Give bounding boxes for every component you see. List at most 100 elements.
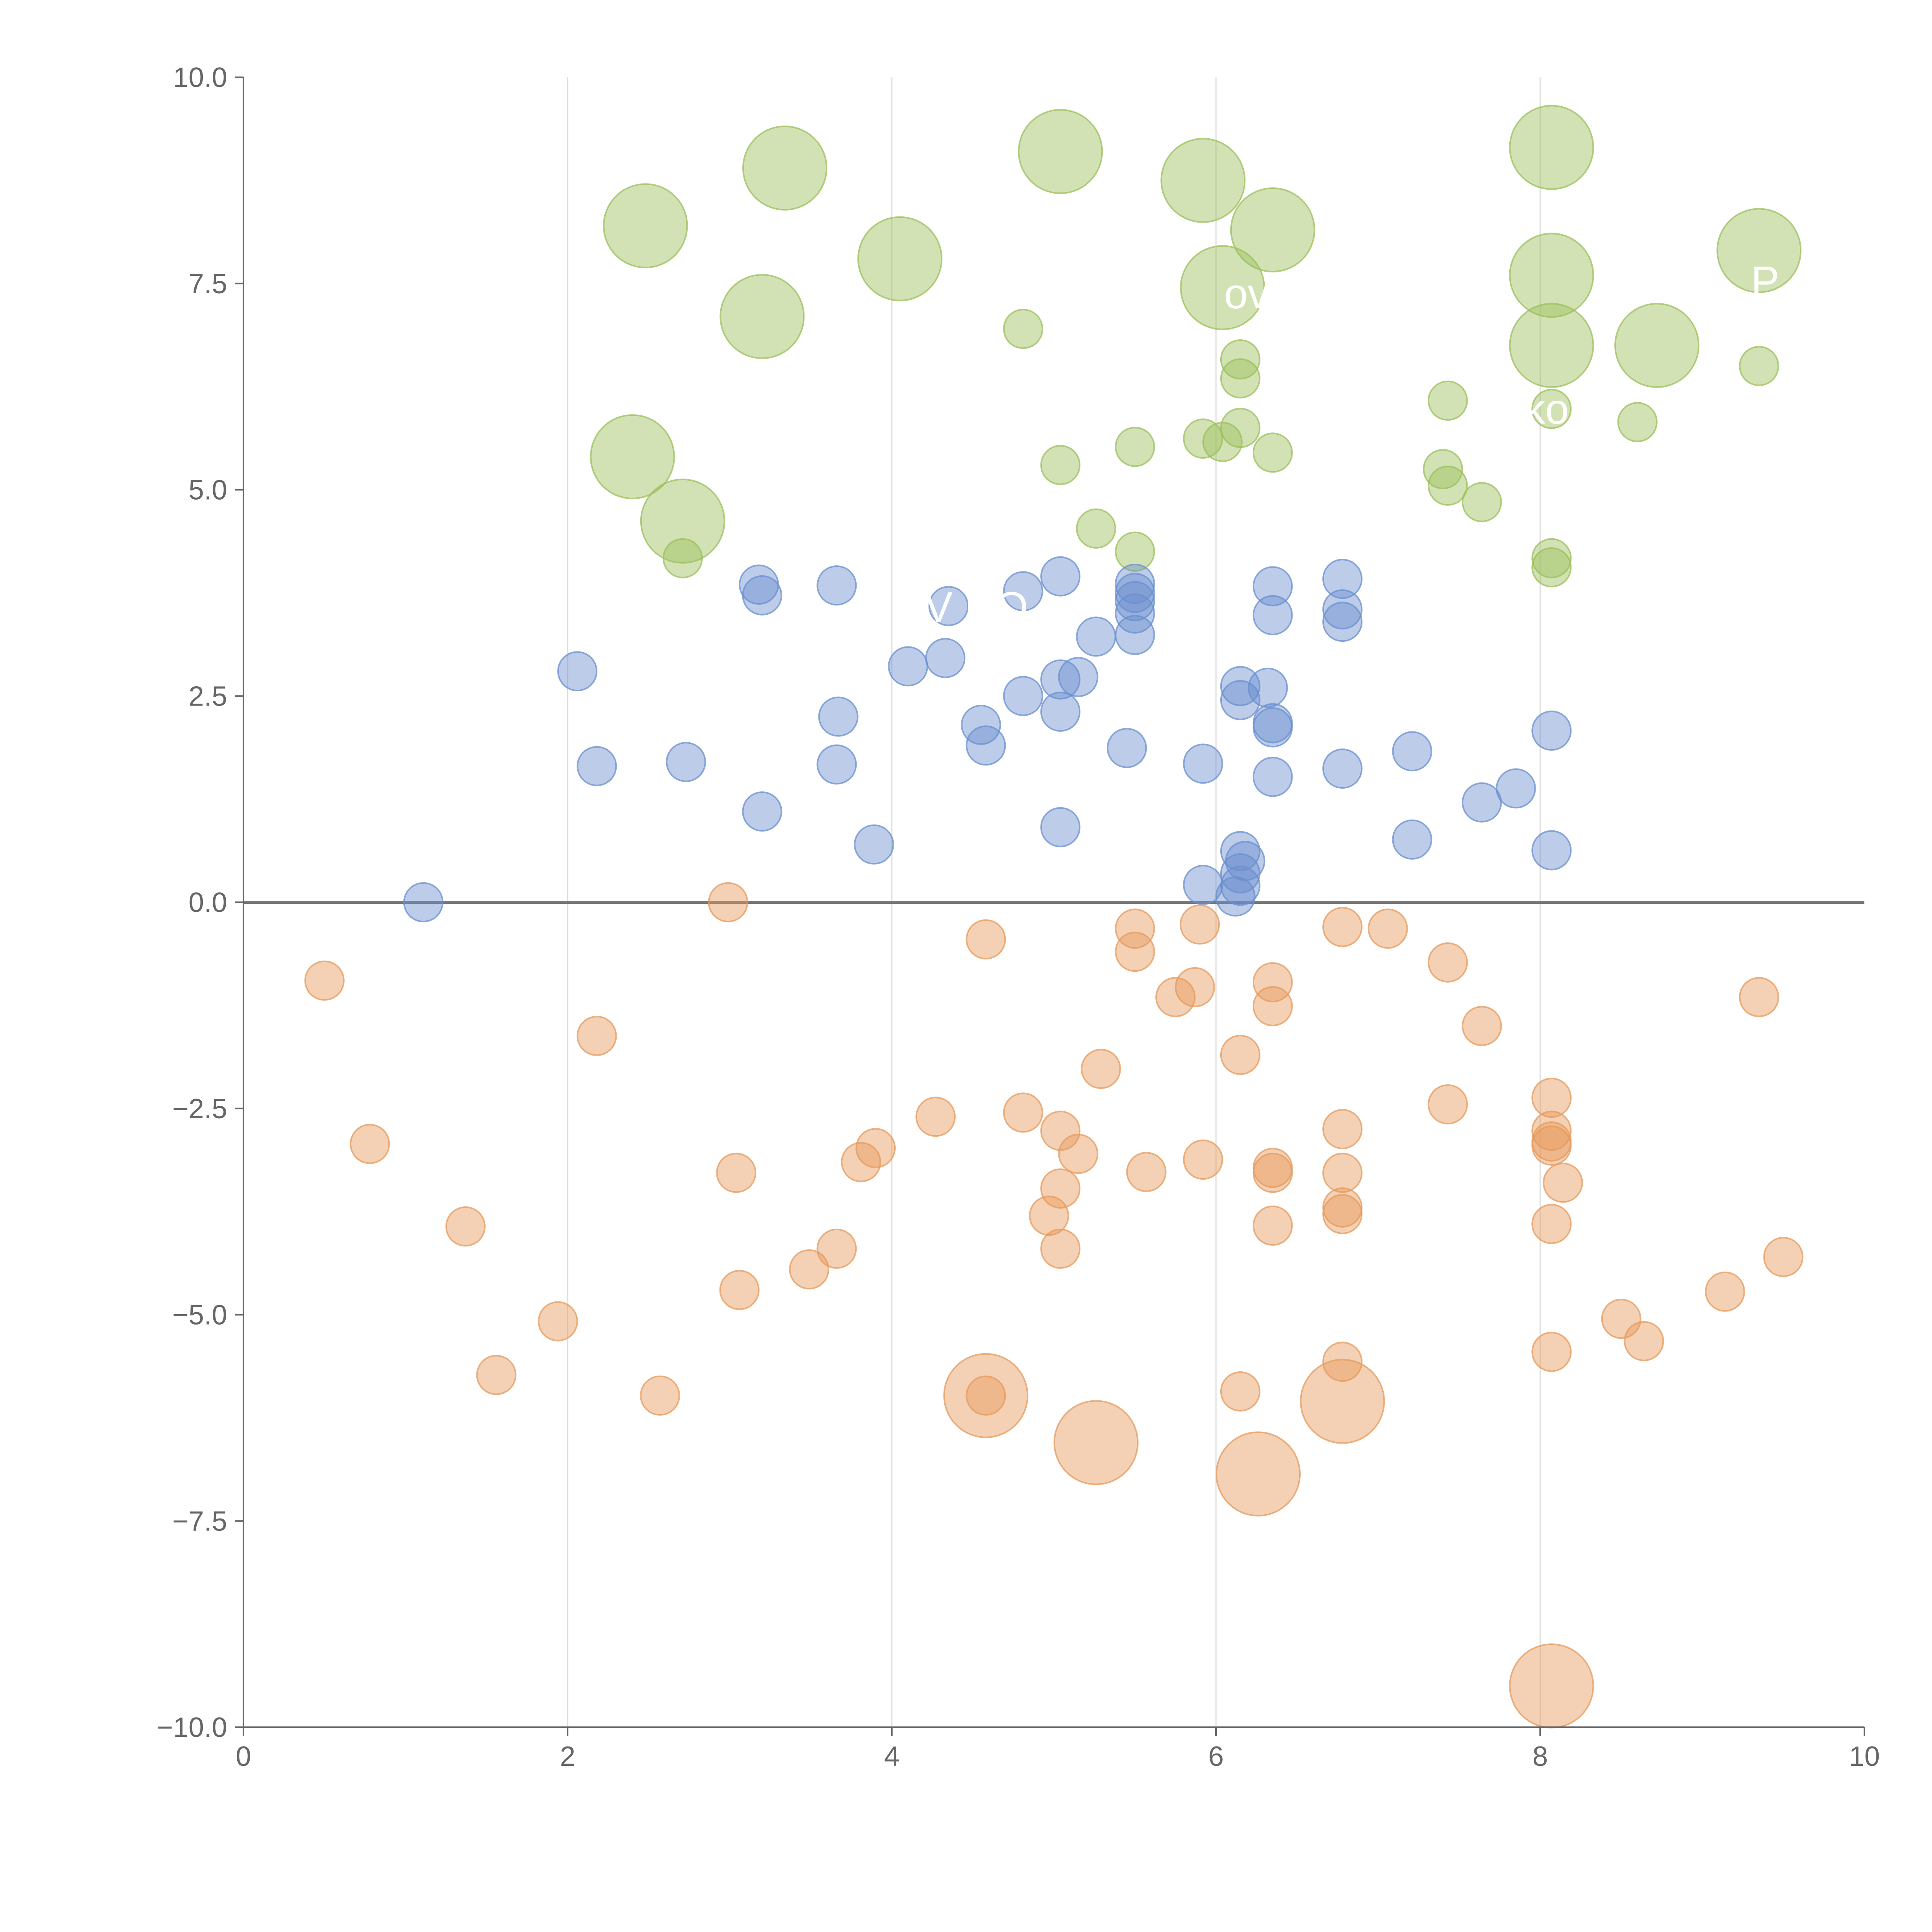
blue-point <box>1225 841 1265 881</box>
blue-point <box>818 696 859 737</box>
green-point <box>662 538 703 578</box>
blue-point <box>1220 680 1260 720</box>
orange-point <box>716 1153 757 1193</box>
green-point <box>1461 482 1502 522</box>
green-point <box>1509 105 1594 190</box>
blue-point <box>816 565 857 606</box>
blue-point <box>1115 573 1155 613</box>
orange-point <box>1461 1006 1502 1046</box>
x-tick-label: 8 <box>1532 1741 1548 1772</box>
annotations: ovi Pko V HO <box>924 258 1779 631</box>
blue-point <box>577 746 617 786</box>
blue-point <box>1252 595 1293 636</box>
orange-point <box>1322 907 1363 947</box>
blue-point <box>961 704 1001 745</box>
orange-point <box>1115 908 1155 949</box>
blue-point <box>557 651 598 692</box>
y-tick-label: 7.5 <box>189 269 227 299</box>
green-point <box>1531 538 1572 578</box>
y-tick-label: −10.0 <box>157 1712 227 1743</box>
blue-point <box>1058 657 1099 697</box>
orange-point <box>966 919 1006 960</box>
green-point <box>1617 402 1658 442</box>
annotation-label: P <box>1751 258 1779 305</box>
orange-point <box>1427 1084 1468 1125</box>
axes: 0 2 4 6 8 10 10.0 7.5 5.0 2.5 0.0 −2.5 −5.0 −7.5 −10.0 <box>157 62 1880 1772</box>
green-point <box>1220 358 1260 399</box>
blue-point <box>1003 571 1043 612</box>
orange-point <box>350 1124 390 1164</box>
green-point <box>1115 531 1155 572</box>
orange-point <box>1531 1111 1572 1151</box>
x-tick-label: 2 <box>560 1741 575 1772</box>
orange-point <box>1531 1204 1572 1244</box>
orange-point <box>915 1097 956 1137</box>
green-point <box>1427 380 1468 421</box>
orange-point <box>1053 1400 1139 1485</box>
orange-point <box>1531 1077 1572 1118</box>
orange-point <box>1705 1271 1745 1312</box>
green-point <box>1739 346 1779 386</box>
green-point <box>1614 303 1700 388</box>
blue-point <box>1183 865 1223 905</box>
orange-point <box>1252 1153 1293 1193</box>
orange-point <box>1040 1228 1081 1269</box>
blue-point <box>1115 593 1155 634</box>
orange-point <box>1180 904 1220 945</box>
blue-point <box>1252 566 1293 607</box>
orange-point <box>1322 1153 1363 1193</box>
orange-point <box>1216 1431 1301 1517</box>
orange-point <box>1252 1205 1293 1246</box>
green-point <box>1202 422 1243 462</box>
orange-point <box>1763 1237 1804 1277</box>
blue-point <box>1322 748 1363 789</box>
orange-point <box>719 1270 760 1310</box>
orange-point <box>841 1142 881 1182</box>
orange-point <box>445 1206 486 1247</box>
blue-point <box>1322 589 1363 630</box>
green-point <box>1423 449 1463 490</box>
orange-point <box>708 882 748 922</box>
orange-point <box>855 1128 896 1168</box>
orange-point <box>1220 1371 1260 1412</box>
orange-point <box>1003 1092 1043 1133</box>
orange-point <box>943 1353 1029 1438</box>
blue-point <box>1003 676 1043 716</box>
green-point <box>1531 389 1572 429</box>
blue-point <box>1461 782 1502 823</box>
orange-point <box>1081 1049 1121 1089</box>
green-point <box>1427 465 1468 506</box>
blue-point <box>1531 830 1572 871</box>
blue-point <box>1115 563 1155 604</box>
blue-point <box>854 824 894 865</box>
blue-point <box>1040 691 1081 732</box>
blue-point <box>1531 710 1572 751</box>
data-points <box>304 105 1804 1729</box>
green-point <box>603 183 688 269</box>
green-point <box>1531 547 1572 588</box>
orange-point <box>1300 1359 1385 1444</box>
annotation-label: V HO <box>924 583 1028 631</box>
orange-point <box>1509 1643 1594 1729</box>
orange-point <box>476 1355 517 1395</box>
blue-point <box>1496 768 1536 809</box>
green-point <box>857 216 942 301</box>
blue-point <box>966 725 1006 766</box>
green-point <box>719 274 805 359</box>
orange-point <box>1155 977 1196 1017</box>
blue-point <box>925 638 966 679</box>
orange-point <box>1115 932 1155 972</box>
green-point <box>1003 309 1043 349</box>
blue-point <box>1040 556 1081 597</box>
x-tick-label: 6 <box>1208 1741 1224 1772</box>
y-tick-label: 5.0 <box>189 475 227 506</box>
blue-point <box>1220 866 1260 906</box>
orange-point <box>1183 1139 1223 1180</box>
y-tick-label: 2.5 <box>189 681 227 712</box>
annotation-label: ovi <box>1224 270 1279 318</box>
blue-point <box>888 646 928 687</box>
green-point <box>1509 233 1594 318</box>
blue-point <box>1040 807 1081 847</box>
orange-point <box>966 1375 1006 1416</box>
blue-point <box>742 575 782 616</box>
